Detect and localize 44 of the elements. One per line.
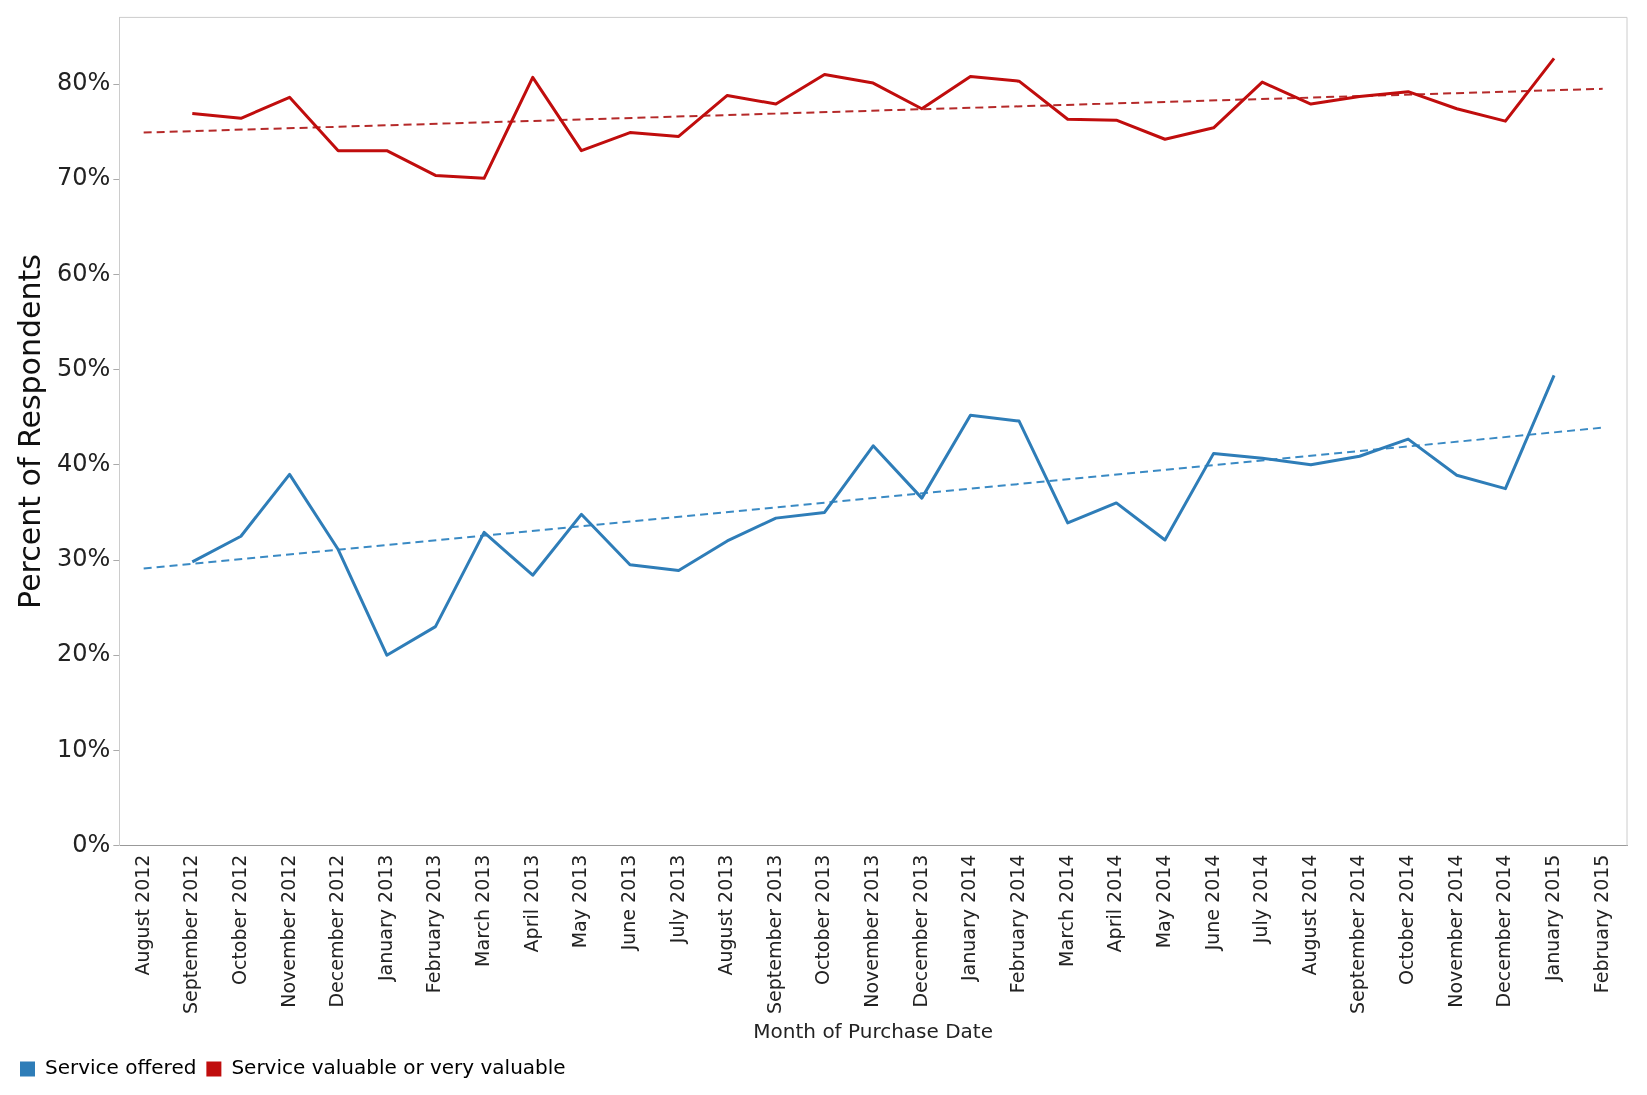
x-tick-label: March 2014 bbox=[1054, 854, 1077, 967]
x-tick-label: August 2014 bbox=[1297, 854, 1320, 976]
x-tick-label: October 2014 bbox=[1395, 854, 1418, 986]
x-tick-label: April 2013 bbox=[519, 854, 542, 953]
x-tick-label: February 2014 bbox=[1006, 854, 1029, 994]
x-tick-label: February 2013 bbox=[422, 854, 445, 994]
y-tick-label: 10% bbox=[57, 734, 111, 763]
x-tick-label: April 2014 bbox=[1103, 854, 1126, 953]
y-tick-label: 60% bbox=[57, 258, 111, 287]
x-tick-label: January 2014 bbox=[957, 854, 980, 983]
x-tick-label: February 2015 bbox=[1589, 854, 1612, 994]
y-tick-label: 50% bbox=[57, 353, 111, 382]
x-tick-label: November 2014 bbox=[1443, 854, 1466, 1008]
x-tick-label: August 2013 bbox=[714, 854, 737, 976]
x-tick-label: June 2013 bbox=[616, 854, 639, 952]
x-tick-label: December 2014 bbox=[1492, 854, 1515, 1008]
x-tick-label: January 2015 bbox=[1540, 854, 1563, 983]
y-tick-label: 30% bbox=[57, 544, 111, 573]
y-tick-label: 0% bbox=[72, 829, 111, 858]
x-axis-title: Month of Purchase Date bbox=[753, 1019, 994, 1044]
legend-label: Service offered bbox=[45, 1055, 197, 1080]
y-tick-label: 70% bbox=[57, 163, 111, 192]
y-tick-label: 40% bbox=[57, 449, 111, 478]
x-tick-label: March 2013 bbox=[471, 854, 494, 967]
x-tick-label: October 2012 bbox=[227, 854, 250, 986]
x-tick-label: October 2013 bbox=[811, 854, 834, 986]
legend-label: Service valuable or very valuable bbox=[231, 1055, 566, 1080]
x-tick-label: July 2014 bbox=[1249, 854, 1272, 945]
x-tick-label: September 2013 bbox=[762, 854, 785, 1015]
y-tick-label: 20% bbox=[57, 639, 111, 668]
y-tick-label: 80% bbox=[57, 68, 111, 97]
x-tick-label: September 2014 bbox=[1346, 854, 1369, 1015]
x-tick-label: November 2013 bbox=[860, 854, 883, 1008]
x-tick-label: June 2014 bbox=[1200, 854, 1223, 952]
x-tick-label: November 2012 bbox=[276, 854, 299, 1008]
y-axis-title: Percent of Respondents bbox=[11, 254, 47, 609]
x-tick-label: May 2014 bbox=[1151, 854, 1174, 949]
x-tick-label: December 2012 bbox=[325, 854, 348, 1008]
x-tick-label: September 2012 bbox=[179, 854, 202, 1015]
x-tick-label: August 2012 bbox=[130, 854, 153, 976]
x-tick-label: July 2013 bbox=[665, 854, 688, 945]
x-tick-label: January 2013 bbox=[373, 854, 396, 983]
x-tick-label: December 2013 bbox=[908, 854, 931, 1008]
x-tick-label: May 2013 bbox=[568, 854, 591, 949]
